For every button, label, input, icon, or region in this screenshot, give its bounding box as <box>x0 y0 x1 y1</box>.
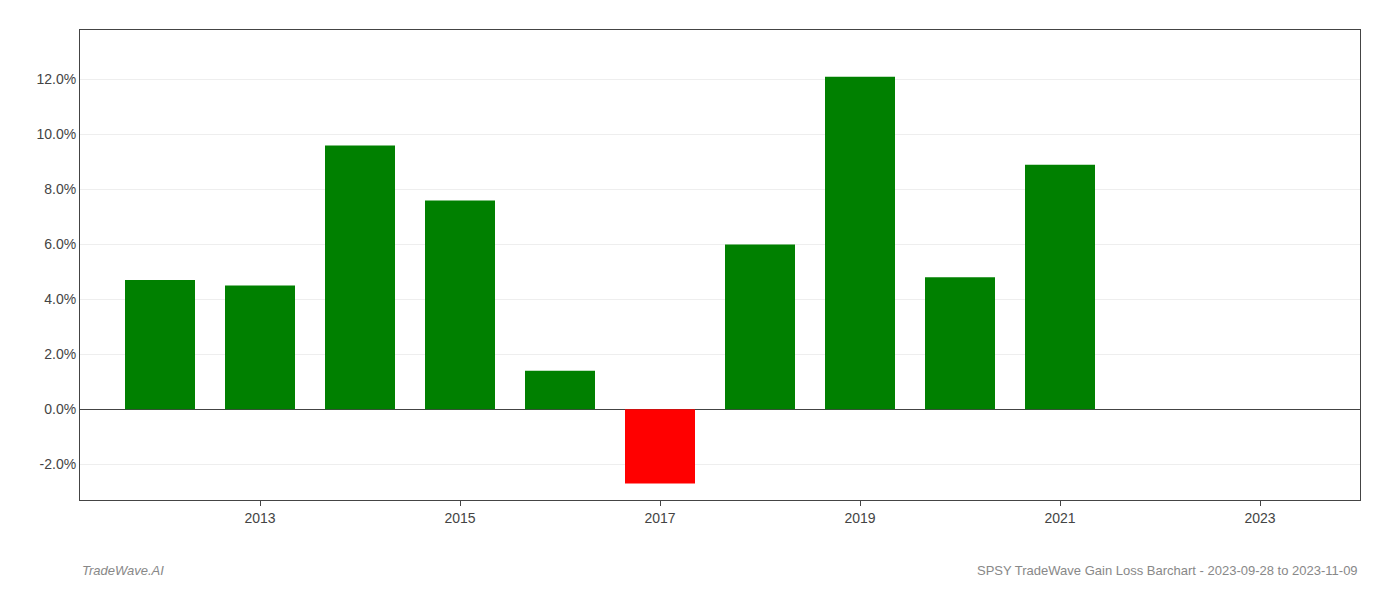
svg-text:SPSY TradeWave Gain Loss Barch: SPSY TradeWave Gain Loss Barchart - 2023… <box>977 563 1358 578</box>
svg-text:0.0%: 0.0% <box>44 401 76 417</box>
svg-text:6.0%: 6.0% <box>44 236 76 252</box>
svg-text:TradeWave.AI: TradeWave.AI <box>82 563 164 578</box>
svg-text:8.0%: 8.0% <box>44 181 76 197</box>
svg-text:-2.0%: -2.0% <box>40 456 77 472</box>
svg-text:2017: 2017 <box>644 510 675 526</box>
svg-text:2015: 2015 <box>444 510 475 526</box>
svg-text:2019: 2019 <box>844 510 875 526</box>
svg-text:2023: 2023 <box>1244 510 1275 526</box>
svg-text:2013: 2013 <box>244 510 275 526</box>
svg-text:12.0%: 12.0% <box>36 71 76 87</box>
svg-text:2.0%: 2.0% <box>44 346 76 362</box>
svg-text:10.0%: 10.0% <box>36 126 76 142</box>
svg-text:2021: 2021 <box>1044 510 1075 526</box>
svg-text:4.0%: 4.0% <box>44 291 76 307</box>
